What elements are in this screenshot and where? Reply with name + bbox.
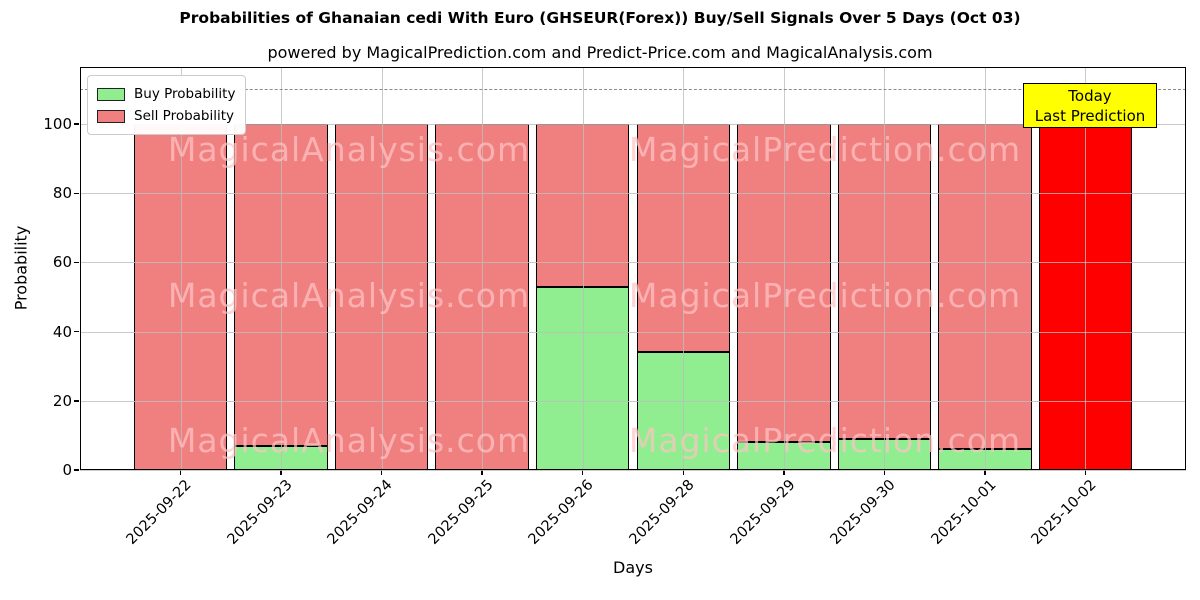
v-gridline <box>1085 67 1087 470</box>
buy-swatch-icon <box>97 87 125 101</box>
today-annotation-line2: Last Prediction <box>1034 107 1146 125</box>
y-tick-label: 20 <box>52 391 72 410</box>
watermark-text: MagicalPrediction.com <box>628 421 1022 460</box>
y-tick-label: 40 <box>52 322 72 341</box>
h-gridline <box>80 193 1186 195</box>
x-tick-mark <box>883 470 886 475</box>
legend-label-sell: Sell Probability <box>134 108 235 124</box>
h-gridline <box>80 262 1186 264</box>
x-tick-label: 2025-10-01 <box>928 477 1000 548</box>
x-tick-mark <box>481 470 483 475</box>
h-gridline <box>80 124 1186 126</box>
y-tick-label: 60 <box>52 253 72 272</box>
x-tick-label: 2025-09-28 <box>626 477 698 548</box>
y-tick-label: 0 <box>62 461 72 479</box>
v-gridline <box>984 67 986 470</box>
x-tick-label: 2025-09-29 <box>727 477 799 548</box>
x-tick-mark <box>682 470 684 475</box>
x-tick-label: 2025-09-30 <box>827 477 899 548</box>
x-tick-mark <box>280 470 282 475</box>
x-tick-mark <box>984 470 986 475</box>
plot-area: Buy Probability Sell Probability Today L… <box>80 67 1186 471</box>
y-tick-mark <box>74 123 79 125</box>
watermark-text: MagicalPrediction.com <box>628 130 1022 169</box>
x-tick-mark <box>582 470 584 475</box>
v-gridline <box>281 67 283 470</box>
x-tick-mark <box>1084 470 1087 475</box>
legend-item-sell: Sell Probability <box>97 105 235 127</box>
x-tick-label: 2025-09-22 <box>123 477 195 548</box>
x-tick-mark <box>179 470 182 475</box>
legend-label-buy: Buy Probability <box>134 86 236 102</box>
x-tick-mark <box>380 470 383 475</box>
legend: Buy Probability Sell Probability <box>87 75 247 135</box>
today-annotation-line1: Today <box>1068 87 1112 105</box>
sell-swatch-icon <box>97 109 125 123</box>
chart-title: Probabilities of Ghanaian cedi With Euro… <box>179 9 1021 27</box>
watermark-text: MagicalAnalysis.com <box>167 276 531 315</box>
threshold-dashed-line <box>80 89 1186 91</box>
v-gridline <box>884 67 886 470</box>
v-gridline <box>783 67 785 470</box>
chart-subtitle: powered by MagicalPrediction.com and Pre… <box>267 43 933 62</box>
v-gridline <box>482 67 484 470</box>
x-tick-label: 2025-10-02 <box>1028 477 1100 548</box>
v-gridline <box>180 67 182 470</box>
today-annotation: Today Last Prediction <box>1023 83 1157 128</box>
y-tick-mark <box>74 330 79 333</box>
x-axis-label: Days <box>613 558 653 577</box>
legend-item-buy: Buy Probability <box>97 83 235 105</box>
x-tick-label: 2025-09-26 <box>526 477 598 548</box>
x-tick-label: 2025-09-23 <box>224 477 296 548</box>
h-gridline <box>80 400 1186 402</box>
x-tick-label: 2025-09-25 <box>425 477 497 548</box>
y-tick-label: 100 <box>43 115 72 134</box>
h-gridline <box>80 470 1186 471</box>
watermark-text: MagicalPrediction.com <box>628 276 1022 315</box>
y-tick-mark <box>74 192 79 194</box>
x-tick-label: 2025-09-24 <box>325 477 396 548</box>
y-axis-label: Probability <box>11 225 31 311</box>
v-gridline <box>381 67 383 470</box>
watermark-text: MagicalAnalysis.com <box>167 130 531 169</box>
x-tick-mark <box>783 470 785 475</box>
y-tick-label: 80 <box>52 184 72 203</box>
y-tick-mark <box>74 400 79 402</box>
y-tick-mark <box>74 261 79 264</box>
v-gridline <box>683 67 685 470</box>
y-tick-mark <box>74 469 79 471</box>
v-gridline <box>582 67 584 470</box>
h-gridline <box>80 331 1186 333</box>
watermark-text: MagicalAnalysis.com <box>167 421 531 460</box>
